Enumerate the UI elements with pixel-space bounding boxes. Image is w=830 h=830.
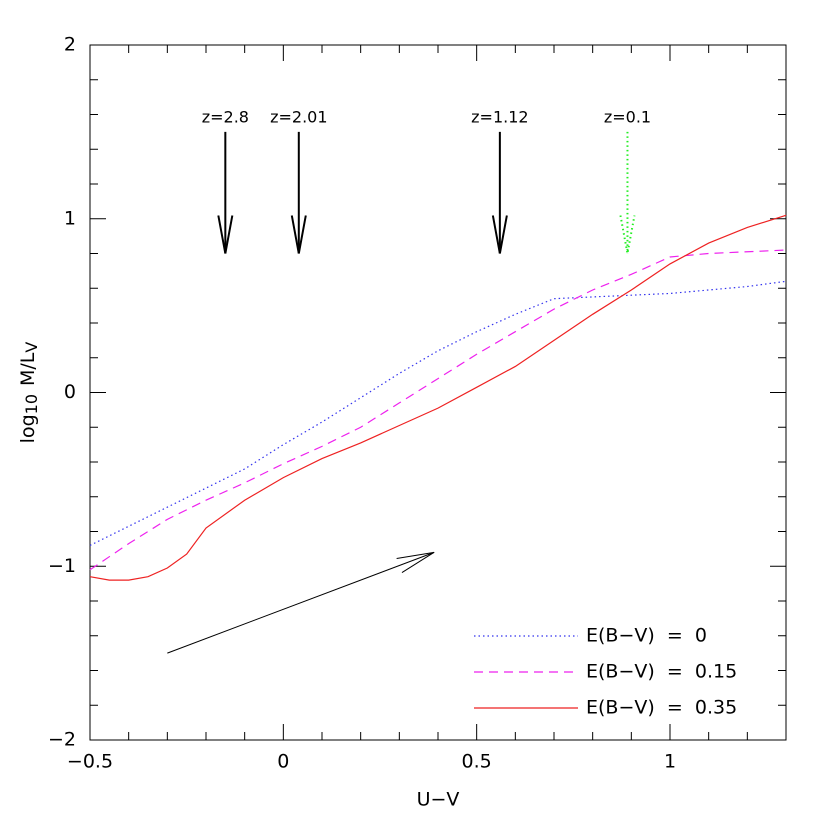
annotation-label: z=1.12: [471, 107, 528, 126]
x-tick-label: 0: [277, 751, 289, 773]
y-tick-label: 1: [64, 207, 76, 229]
legend-label: E(B−V) = 0.15: [586, 661, 737, 683]
legend-label: E(B−V) = 0: [586, 625, 707, 647]
annotation-arrowhead: [619, 215, 636, 254]
reddening-vector-head: [396, 551, 435, 573]
annotation-label: z=2.8: [202, 107, 249, 126]
series-line: [89, 249, 787, 571]
annotation-arrowhead: [491, 215, 508, 254]
x-axis-label: U−V: [417, 789, 460, 811]
annotation-arrowhead: [290, 215, 307, 254]
annotation-label: z=0.1: [604, 107, 651, 126]
y-axis-label-part: 10: [22, 394, 41, 414]
legend-label: E(B−V) = 0.35: [586, 697, 737, 719]
series-line: [89, 214, 787, 581]
x-tick-label: 0.5: [462, 751, 492, 773]
y-axis-label-part: log: [17, 414, 39, 443]
y-axis-label-part: M/L: [17, 352, 39, 386]
y-tick-label: −1: [48, 555, 76, 577]
x-tick-label: −0.5: [67, 751, 113, 773]
y-tick-label: 2: [64, 34, 76, 56]
annotation-label: z=2.01: [270, 107, 327, 126]
x-tick-label: 1: [664, 751, 676, 773]
annotation-arrowhead: [217, 215, 234, 254]
y-axis-label-part: V: [22, 342, 41, 353]
y-axis-label: log10 M/LV: [17, 342, 41, 444]
reddening-vector: [167, 551, 435, 654]
y-tick-label: −2: [48, 729, 76, 751]
y-tick-label: 0: [64, 381, 76, 403]
